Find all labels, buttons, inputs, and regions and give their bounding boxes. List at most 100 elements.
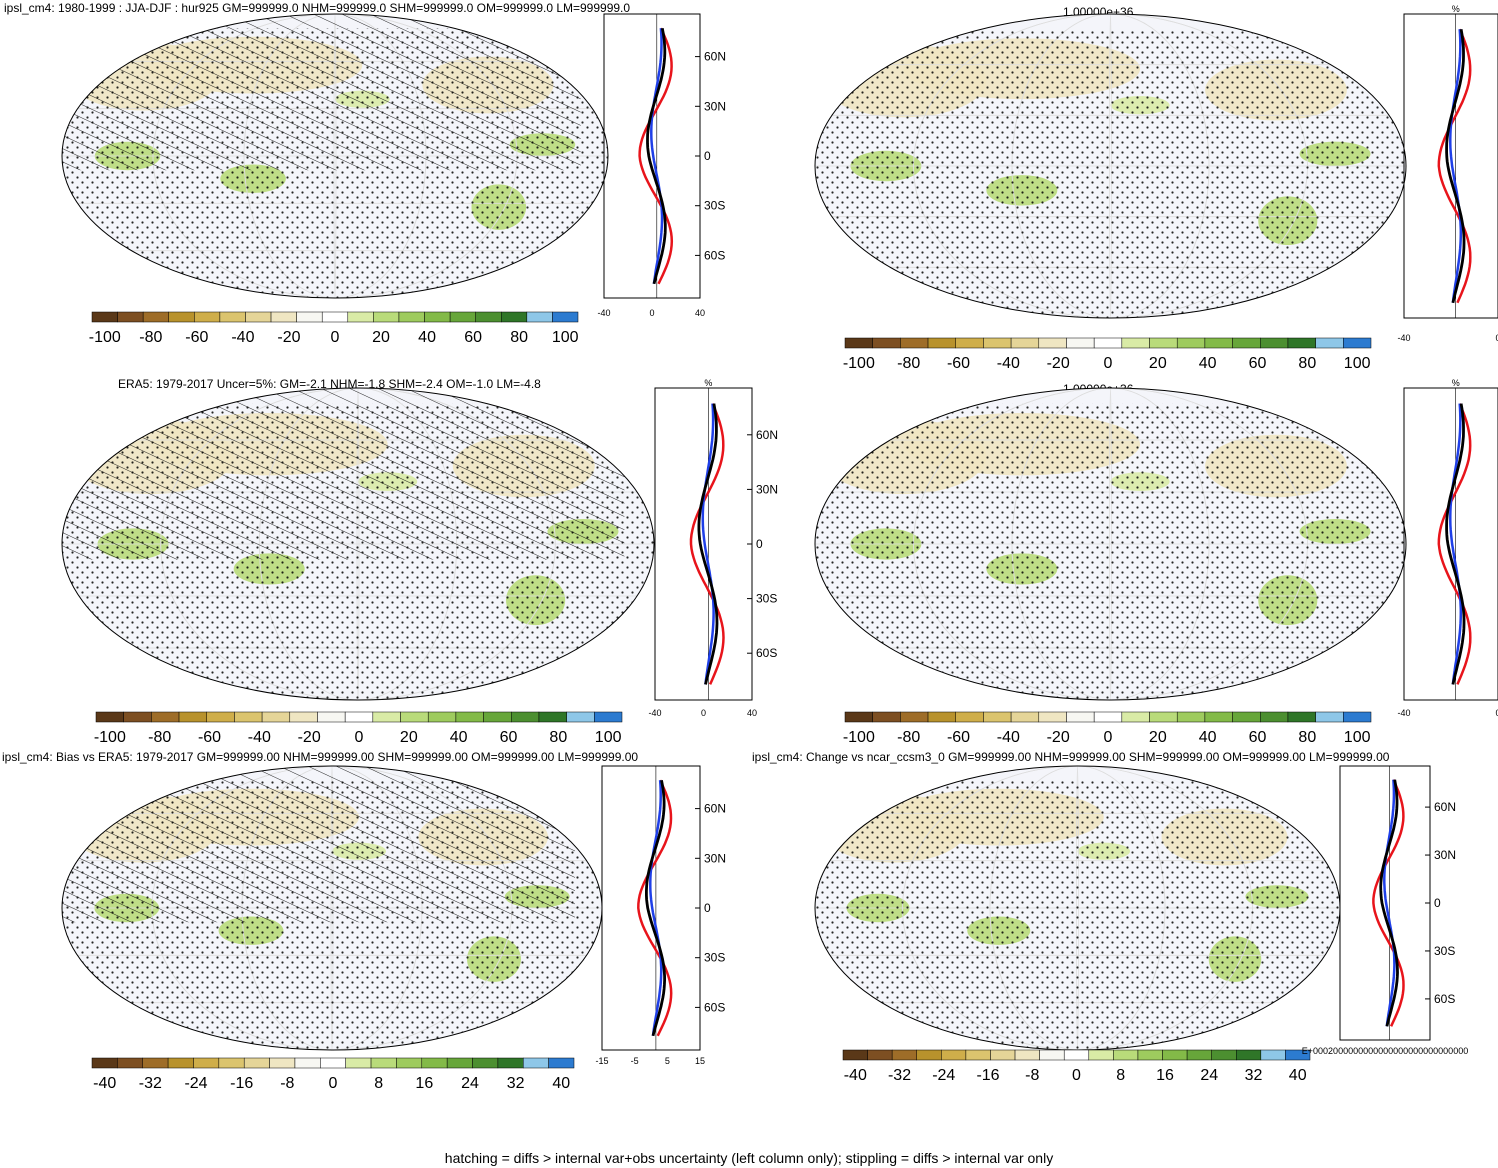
colorbar-swatch (1014, 1049, 1040, 1061)
colorbar-tick-label: -60 (198, 729, 221, 746)
profile-mean-curve (1379, 779, 1399, 1027)
zonal-profile: 60N 30N 0 30S 60S E+0002000000000000000000000… (1302, 765, 1468, 1056)
colorbar-tick-label: -100 (89, 329, 121, 346)
colorbar-swatch (219, 311, 246, 323)
map-stippling (815, 403, 1406, 700)
colorbar-swatch (1260, 711, 1289, 723)
colorbar-tick-label: 32 (1245, 1067, 1263, 1084)
colorbar-swatch (370, 1057, 397, 1069)
colorbar-tick-label: -100 (94, 729, 126, 746)
colorbar-swatch (501, 311, 528, 323)
colorbar-swatch (1204, 337, 1233, 349)
colorbar-swatch (91, 1057, 118, 1069)
colorbar-tick-label: -60 (947, 355, 970, 372)
colorbar-swatch (123, 711, 152, 723)
colorbar-tick-label: -80 (897, 729, 920, 746)
panel-title: ERA5: 1979-2017 Uncer=5%: GM=-2.1 NHM=-1… (118, 377, 541, 391)
colorbar-tick-label: 0 (1104, 355, 1113, 372)
colorbar-swatch (1137, 1049, 1163, 1061)
colorbar-tick-label: 40 (1199, 355, 1217, 372)
colorbar-tick-label: -20 (277, 329, 300, 346)
colorbar-swatch (421, 1057, 448, 1069)
profile-x-tick-label: 40 (747, 708, 757, 718)
colorbar-swatch (400, 711, 429, 723)
colorbar-swatch (983, 711, 1012, 723)
colorbar-swatch (523, 1057, 549, 1069)
profile-x-tick-label: 5 (665, 1056, 670, 1066)
colorbar-swatch (194, 311, 221, 323)
colorbar-tick-label: 0 (331, 329, 340, 346)
colorbar-tick-label: -8 (1025, 1067, 1039, 1084)
colorbar-swatch (983, 337, 1012, 349)
colorbar-swatch (526, 311, 553, 323)
colorbar-tick-label: 100 (552, 329, 579, 346)
profile-lat-label: 0 (704, 901, 711, 915)
colorbar-tick-label: -40 (844, 1067, 867, 1084)
colorbar-swatch (449, 311, 476, 323)
colorbar-swatch (1066, 337, 1095, 349)
colorbar-swatch (566, 711, 595, 723)
panel-title: ipsl_cm4: 1980-1999 : JJA-DJF : hur925 G… (4, 1, 631, 15)
profile-x-tick-label: 0 (701, 708, 706, 718)
colorbar-tick-label: 20 (400, 729, 418, 746)
colorbar-swatch (178, 711, 207, 723)
colorbar-tick-label: -20 (1047, 355, 1070, 372)
colorbar-swatch (552, 311, 579, 323)
profile-x-tick-label: -15 (595, 1056, 608, 1066)
colorbar: -40 -32 -24 -16 -8 0 8 16 24 32 40 (842, 1049, 1311, 1084)
colorbar-swatch (1039, 1049, 1065, 1061)
profile-lat-label: 30N (704, 851, 726, 865)
colorbar-tick-label: -32 (139, 1075, 162, 1092)
map-change-bottom-right (814, 765, 1341, 1051)
colorbar-tick-label: 100 (1344, 355, 1371, 372)
profile-obs-curve (637, 779, 673, 1037)
colorbar-swatch (427, 711, 457, 723)
colorbar: -40 -32 -24 -16 -8 0 8 16 24 32 40 (91, 1057, 575, 1092)
colorbar-tick-label: -20 (1047, 729, 1070, 746)
colorbar-swatch (548, 1057, 575, 1069)
profile-lat-label: 30N (756, 482, 778, 496)
colorbar-swatch (347, 311, 374, 323)
colorbar-swatch (1176, 337, 1206, 349)
colorbar-swatch (1063, 1049, 1090, 1061)
colorbar-swatch (1232, 711, 1261, 723)
profile-obs-curve (1437, 403, 1472, 685)
colorbar-swatch (891, 1049, 917, 1061)
profile-x-tick-label: -40 (1397, 333, 1410, 343)
profile-mean-curve (1445, 28, 1466, 304)
profile-mean-curve (645, 779, 666, 1037)
colorbar-tick-label: -24 (932, 1067, 955, 1084)
profile-obs-curve (689, 403, 725, 685)
profile-lat-label: 30S (704, 199, 725, 213)
profile-lat-label: 60S (704, 1000, 725, 1014)
colorbar-swatch (916, 1049, 942, 1061)
profile-lat-label: 30S (756, 592, 777, 606)
profile-obs-curve (1437, 28, 1472, 304)
colorbar-swatch (345, 1057, 372, 1069)
colorbar-tick-label: 80 (1298, 729, 1316, 746)
map-bias-bottom-left (61, 765, 603, 1051)
profile-x-tick-label: 15 (695, 1056, 705, 1066)
colorbar-swatch (117, 311, 144, 323)
colorbar-swatch (373, 311, 400, 323)
colorbar-tick-label: 0 (1072, 1067, 1081, 1084)
colorbar-tick-label: 20 (372, 329, 390, 346)
colorbar-tick-label: -40 (248, 729, 271, 746)
colorbar: -100 -80 -60 -40 -20 0 20 40 60 80 100 (843, 337, 1372, 372)
map-model-top-right (814, 13, 1407, 319)
colorbar-tick-label: -40 (93, 1075, 116, 1092)
profile-mean-curve (1445, 403, 1466, 685)
colorbar-tick-label: 8 (1116, 1067, 1125, 1084)
colorbar: -100 -80 -60 -40 -20 0 20 40 60 80 100 (843, 711, 1372, 746)
colorbar-swatch (1121, 711, 1150, 723)
profile-mean-curve (646, 27, 667, 285)
map-hatching (62, 766, 575, 923)
colorbar-swatch (344, 711, 374, 723)
colorbar-swatch (497, 1057, 524, 1069)
zonal-profile: % 60N 30N 0 30S 60S -40 0 40 (648, 378, 778, 718)
profile-x-tick-label: E+0002000000000000000000000000000 (1302, 1046, 1468, 1056)
panel-title: ipsl_cm4: Bias vs ERA5: 1979-2017 GM=999… (2, 750, 639, 764)
profile-x-tick-label: -40 (648, 708, 661, 718)
colorbar-tick-label: -100 (843, 729, 875, 746)
colorbar-swatch (472, 1057, 499, 1069)
